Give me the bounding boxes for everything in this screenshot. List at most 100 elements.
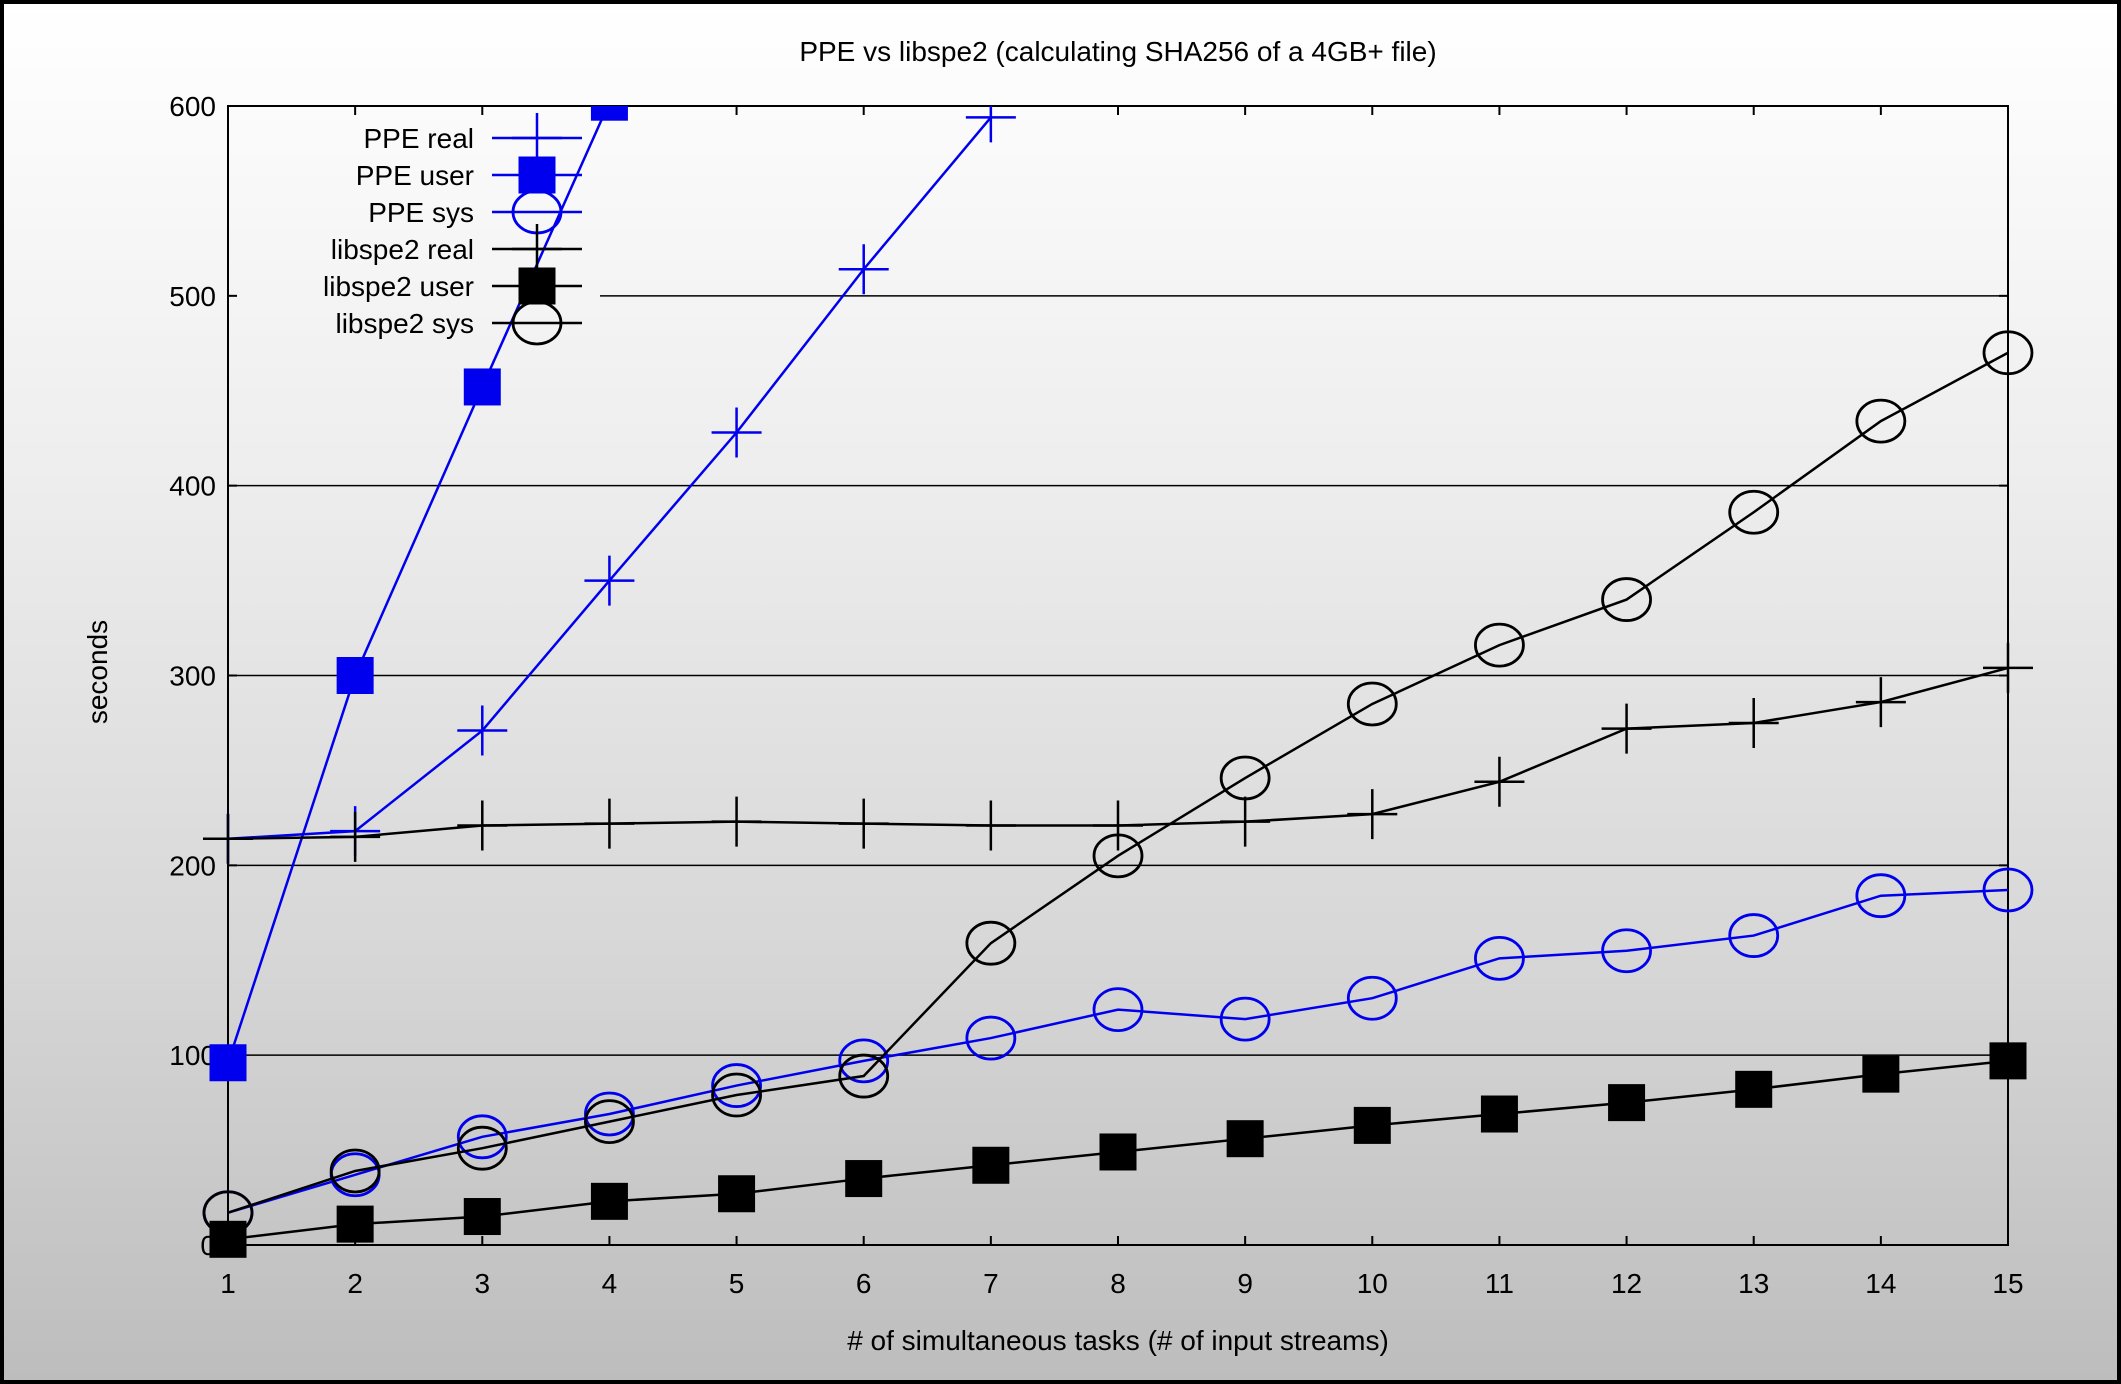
data-point-libspe2-real <box>1983 642 2033 693</box>
series-ppe-sys <box>202 867 2034 1236</box>
data-point-libspe2-sys <box>329 1148 381 1194</box>
series-group <box>202 106 2034 1258</box>
data-point-libspe2-real <box>1601 703 1652 754</box>
x-tick-label: 11 <box>1485 1268 1514 1299</box>
data-point-libspe2-real <box>838 798 889 849</box>
data-point-libspe2-sys <box>202 1190 254 1236</box>
data-point-ppe-sys <box>1092 987 1144 1033</box>
data-point-ppe-real <box>838 244 889 295</box>
data-point-libspe2-sys <box>711 1072 762 1118</box>
data-point-libspe2-real <box>457 800 508 851</box>
data-point-ppe-user <box>336 657 374 694</box>
data-point-libspe2-user <box>1099 1133 1137 1171</box>
gridlines <box>228 295 2008 1056</box>
x-tick-label: 14 <box>1865 1268 1896 1299</box>
x-tick-label: 4 <box>602 1268 618 1299</box>
data-point-libspe2-user <box>1862 1055 1900 1093</box>
y-tick-label: 300 <box>169 661 216 692</box>
x-tick-label: 15 <box>1992 1268 2023 1299</box>
data-point-libspe2-real <box>1728 697 1779 748</box>
x-tick-label: 2 <box>347 1268 363 1299</box>
legend-marker-libspe2-sys <box>511 300 563 346</box>
data-point-libspe2-sys <box>1219 755 1271 801</box>
data-point-ppe-sys <box>965 1015 1017 1061</box>
data-point-libspe2-sys <box>1474 622 1525 668</box>
legend-label-libspe2-user: libspe2 user <box>323 271 474 302</box>
x-tick-label: 8 <box>1110 1268 1126 1299</box>
data-point-libspe2-real <box>203 813 253 864</box>
data-point-ppe-real <box>965 106 1016 143</box>
y-tick-label: 100 <box>169 1040 216 1071</box>
data-point-libspe2-user <box>1226 1120 1264 1158</box>
data-point-ppe-sys <box>1982 867 2034 913</box>
y-tick-label: 200 <box>169 850 216 881</box>
data-point-libspe2-sys <box>965 920 1017 966</box>
legend-label-ppe-user: PPE user <box>356 160 474 191</box>
chart-title: PPE vs libspe2 (calculating SHA256 of a … <box>799 36 1436 67</box>
data-point-libspe2-user <box>590 1182 628 1220</box>
data-point-libspe2-user <box>463 1198 501 1236</box>
y-tick-label: 500 <box>169 281 216 312</box>
data-point-libspe2-real <box>330 811 381 862</box>
data-point-libspe2-real <box>1855 677 1906 728</box>
series-line-libspe2-sys <box>227 351 2009 1214</box>
data-point-ppe-sys <box>1855 873 1907 919</box>
x-tick-label: 12 <box>1611 1268 1642 1299</box>
series-libspe2-user <box>209 1042 2027 1258</box>
data-point-libspe2-user <box>209 1220 247 1258</box>
data-point-libspe2-user <box>1989 1042 2027 1080</box>
legend-label-libspe2-real: libspe2 real <box>331 234 474 265</box>
data-point-libspe2-real <box>584 798 635 849</box>
x-tick-label: 6 <box>856 1268 872 1299</box>
data-point-ppe-sys <box>1474 935 1525 981</box>
data-point-libspe2-sys <box>1346 681 1398 727</box>
data-point-ppe-sys <box>1728 913 1780 958</box>
data-point-ppe-sys <box>456 1114 508 1160</box>
x-tick-label: 13 <box>1738 1268 1769 1299</box>
y-tick-label: 400 <box>169 471 216 502</box>
data-point-ppe-sys <box>1601 928 1652 974</box>
series-libspe2-sys <box>202 330 2034 1236</box>
x-tick-label: 9 <box>1237 1268 1253 1299</box>
legend-label-ppe-sys: PPE sys <box>368 197 474 228</box>
legend-marker-libspe2-user <box>518 267 556 305</box>
data-point-libspe2-real <box>1220 796 1271 847</box>
data-point-ppe-user <box>590 106 628 121</box>
legend-marker-libspe2-real <box>512 224 562 274</box>
data-point-libspe2-user <box>845 1160 883 1198</box>
x-tick-label: 10 <box>1357 1268 1388 1299</box>
data-point-ppe-user <box>209 1044 247 1082</box>
x-tick-label: 1 <box>220 1268 236 1299</box>
series-line-ppe-user <box>226 106 610 1064</box>
series-line-ppe-sys <box>227 888 2009 1214</box>
data-point-ppe-sys <box>1219 996 1271 1042</box>
data-point-ppe-sys <box>1346 975 1398 1021</box>
x-axis-label: # of simultaneous tasks (# of input stre… <box>847 1325 1389 1356</box>
data-point-libspe2-real <box>711 796 762 847</box>
data-point-libspe2-real <box>965 800 1016 851</box>
legend-marker-ppe-user <box>518 156 556 194</box>
data-point-libspe2-sys <box>1728 489 1780 535</box>
data-point-ppe-real <box>584 555 635 606</box>
x-tick-label: 5 <box>729 1268 745 1299</box>
data-point-libspe2-sys <box>1601 577 1652 622</box>
data-point-libspe2-real <box>1093 800 1143 851</box>
data-point-libspe2-user <box>1608 1084 1646 1122</box>
data-point-ppe-real <box>457 705 508 756</box>
data-point-libspe2-sys <box>584 1099 635 1145</box>
data-point-libspe2-user <box>1353 1106 1391 1144</box>
y-tick-label: 600 <box>169 91 216 122</box>
legend: PPE real PPE user PPE sys libspe2 real libsp… <box>323 113 582 346</box>
data-point-libspe2-sys <box>1855 398 1907 444</box>
series-ppe-user <box>209 106 628 1082</box>
data-point-libspe2-sys <box>456 1125 508 1171</box>
data-point-libspe2-user <box>1735 1070 1773 1108</box>
legend-label-libspe2-sys: libspe2 sys <box>335 308 474 339</box>
data-point-libspe2-user <box>718 1175 756 1213</box>
data-point-ppe-sys <box>838 1038 890 1084</box>
data-point-libspe2-real <box>1474 756 1525 807</box>
series-libspe2-real <box>203 642 2033 864</box>
